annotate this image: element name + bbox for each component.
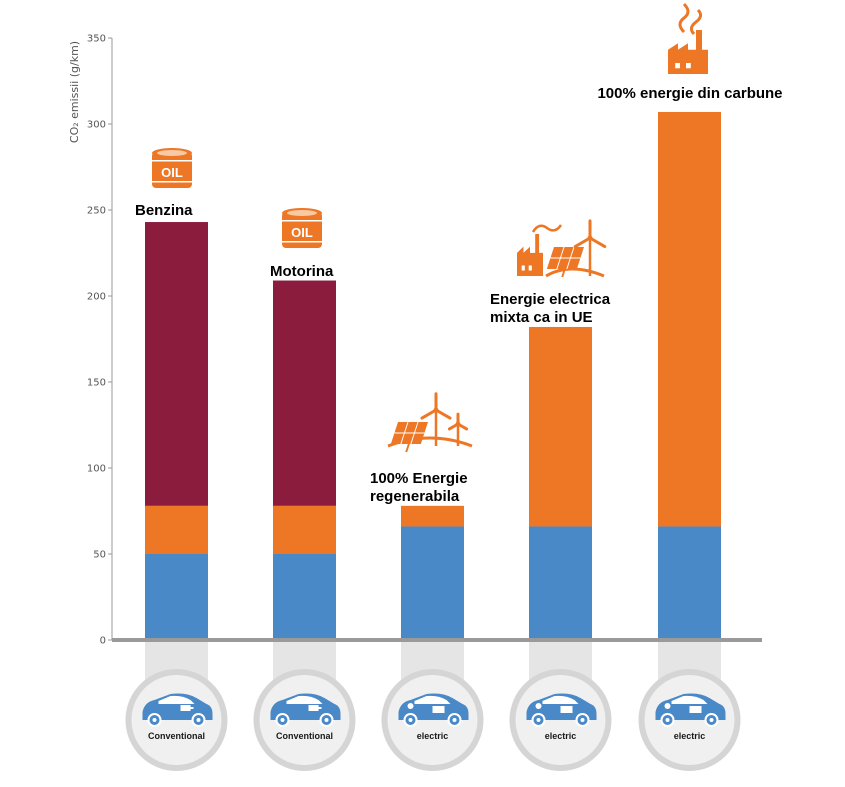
- car-icon: [526, 693, 597, 727]
- bar-label-line: 100% energie din carbune: [597, 85, 782, 102]
- y-axis-title: CO₂ emissii (g/km): [68, 41, 81, 143]
- oil-barrel-icon: OIL: [152, 148, 192, 188]
- bar-segment-blue: [145, 554, 208, 640]
- plug-icon: [407, 703, 414, 709]
- oil-barrel-text: OIL: [291, 225, 313, 240]
- oil-barrel-icon: OIL: [282, 208, 322, 248]
- vehicle-type-label: electric: [674, 731, 706, 741]
- car-icon: [142, 693, 213, 727]
- bars: [145, 111, 721, 640]
- factory-smoke-icon: [668, 2, 708, 74]
- bar-label: 100% Energie regenerabila: [370, 470, 468, 505]
- bar-segment-blue: [658, 526, 721, 640]
- bar-label-line: Energie electrica: [490, 291, 611, 308]
- vehicle-type-label: electric: [545, 731, 577, 741]
- bar-segment-blue: [529, 526, 592, 640]
- bar-segment-orange: [145, 505, 208, 554]
- bar-labels: Benzina Motorina 100% Energie regenerabila E…: [135, 85, 783, 505]
- vehicle-badge: Conventional: [125, 669, 228, 771]
- vehicle-type-label: electric: [417, 731, 449, 741]
- solar-wind-icon: [387, 392, 473, 452]
- bar-segment-maroon: [273, 280, 336, 506]
- factory-solar-wind-icon: [517, 219, 607, 278]
- y-tick-label: 200: [87, 292, 106, 303]
- engine-icon: [180, 705, 191, 711]
- bar-segment-orange: [273, 505, 336, 554]
- y-tick-label: 350: [87, 34, 106, 45]
- bar-label-line: Benzina: [135, 202, 193, 219]
- battery-icon: [689, 706, 702, 713]
- bar-label: 100% energie din carbune: [597, 85, 782, 102]
- bar-segment-orange: [658, 111, 721, 527]
- bar-segment-maroon: [145, 222, 208, 506]
- vehicle-badge: electric: [638, 669, 741, 771]
- bar-label: Benzina: [135, 202, 193, 219]
- y-tick-label: 50: [93, 550, 106, 561]
- bar-label: Energie electrica mixta ca in UE: [490, 291, 611, 326]
- bar-segment-orange: [529, 326, 592, 527]
- plug-icon: [535, 703, 542, 709]
- bar-label-line: 100% Energie: [370, 470, 468, 487]
- battery-icon: [432, 706, 445, 713]
- bar-segment-blue: [401, 526, 464, 640]
- bar-label-line: Motorina: [270, 263, 334, 280]
- bar-label-line: regenerabila: [370, 488, 460, 505]
- bar-segment-orange: [401, 505, 464, 527]
- vehicle-badge: electric: [509, 669, 612, 771]
- oil-barrel-text: OIL: [161, 165, 183, 180]
- car-icon: [655, 693, 726, 727]
- bar-segment-blue: [273, 554, 336, 640]
- bar-label-line: mixta ca in UE: [490, 309, 593, 326]
- y-tick-label: 100: [87, 464, 106, 475]
- icons: OIL OIL: [152, 2, 708, 452]
- y-tick-label: 150: [87, 378, 106, 389]
- engine-icon: [308, 705, 319, 711]
- bar-label: Motorina: [270, 263, 334, 280]
- battery-icon: [560, 706, 573, 713]
- x-axis-line: [112, 638, 762, 642]
- car-icon: [270, 693, 341, 727]
- vehicle-badge: Conventional: [253, 669, 356, 771]
- y-axis: 0 50 100 150 200 250 300 350: [87, 34, 762, 647]
- y-tick-label: 300: [87, 120, 106, 131]
- vehicle-badges: Conventional Conventional electric electric…: [125, 669, 741, 771]
- car-icon: [398, 693, 469, 727]
- vehicle-badge: electric: [381, 669, 484, 771]
- vehicle-type-label: Conventional: [276, 731, 333, 741]
- vehicle-type-label: Conventional: [148, 731, 205, 741]
- y-tick-label: 0: [100, 636, 106, 647]
- y-tick-label: 250: [87, 206, 106, 217]
- plug-icon: [664, 703, 671, 709]
